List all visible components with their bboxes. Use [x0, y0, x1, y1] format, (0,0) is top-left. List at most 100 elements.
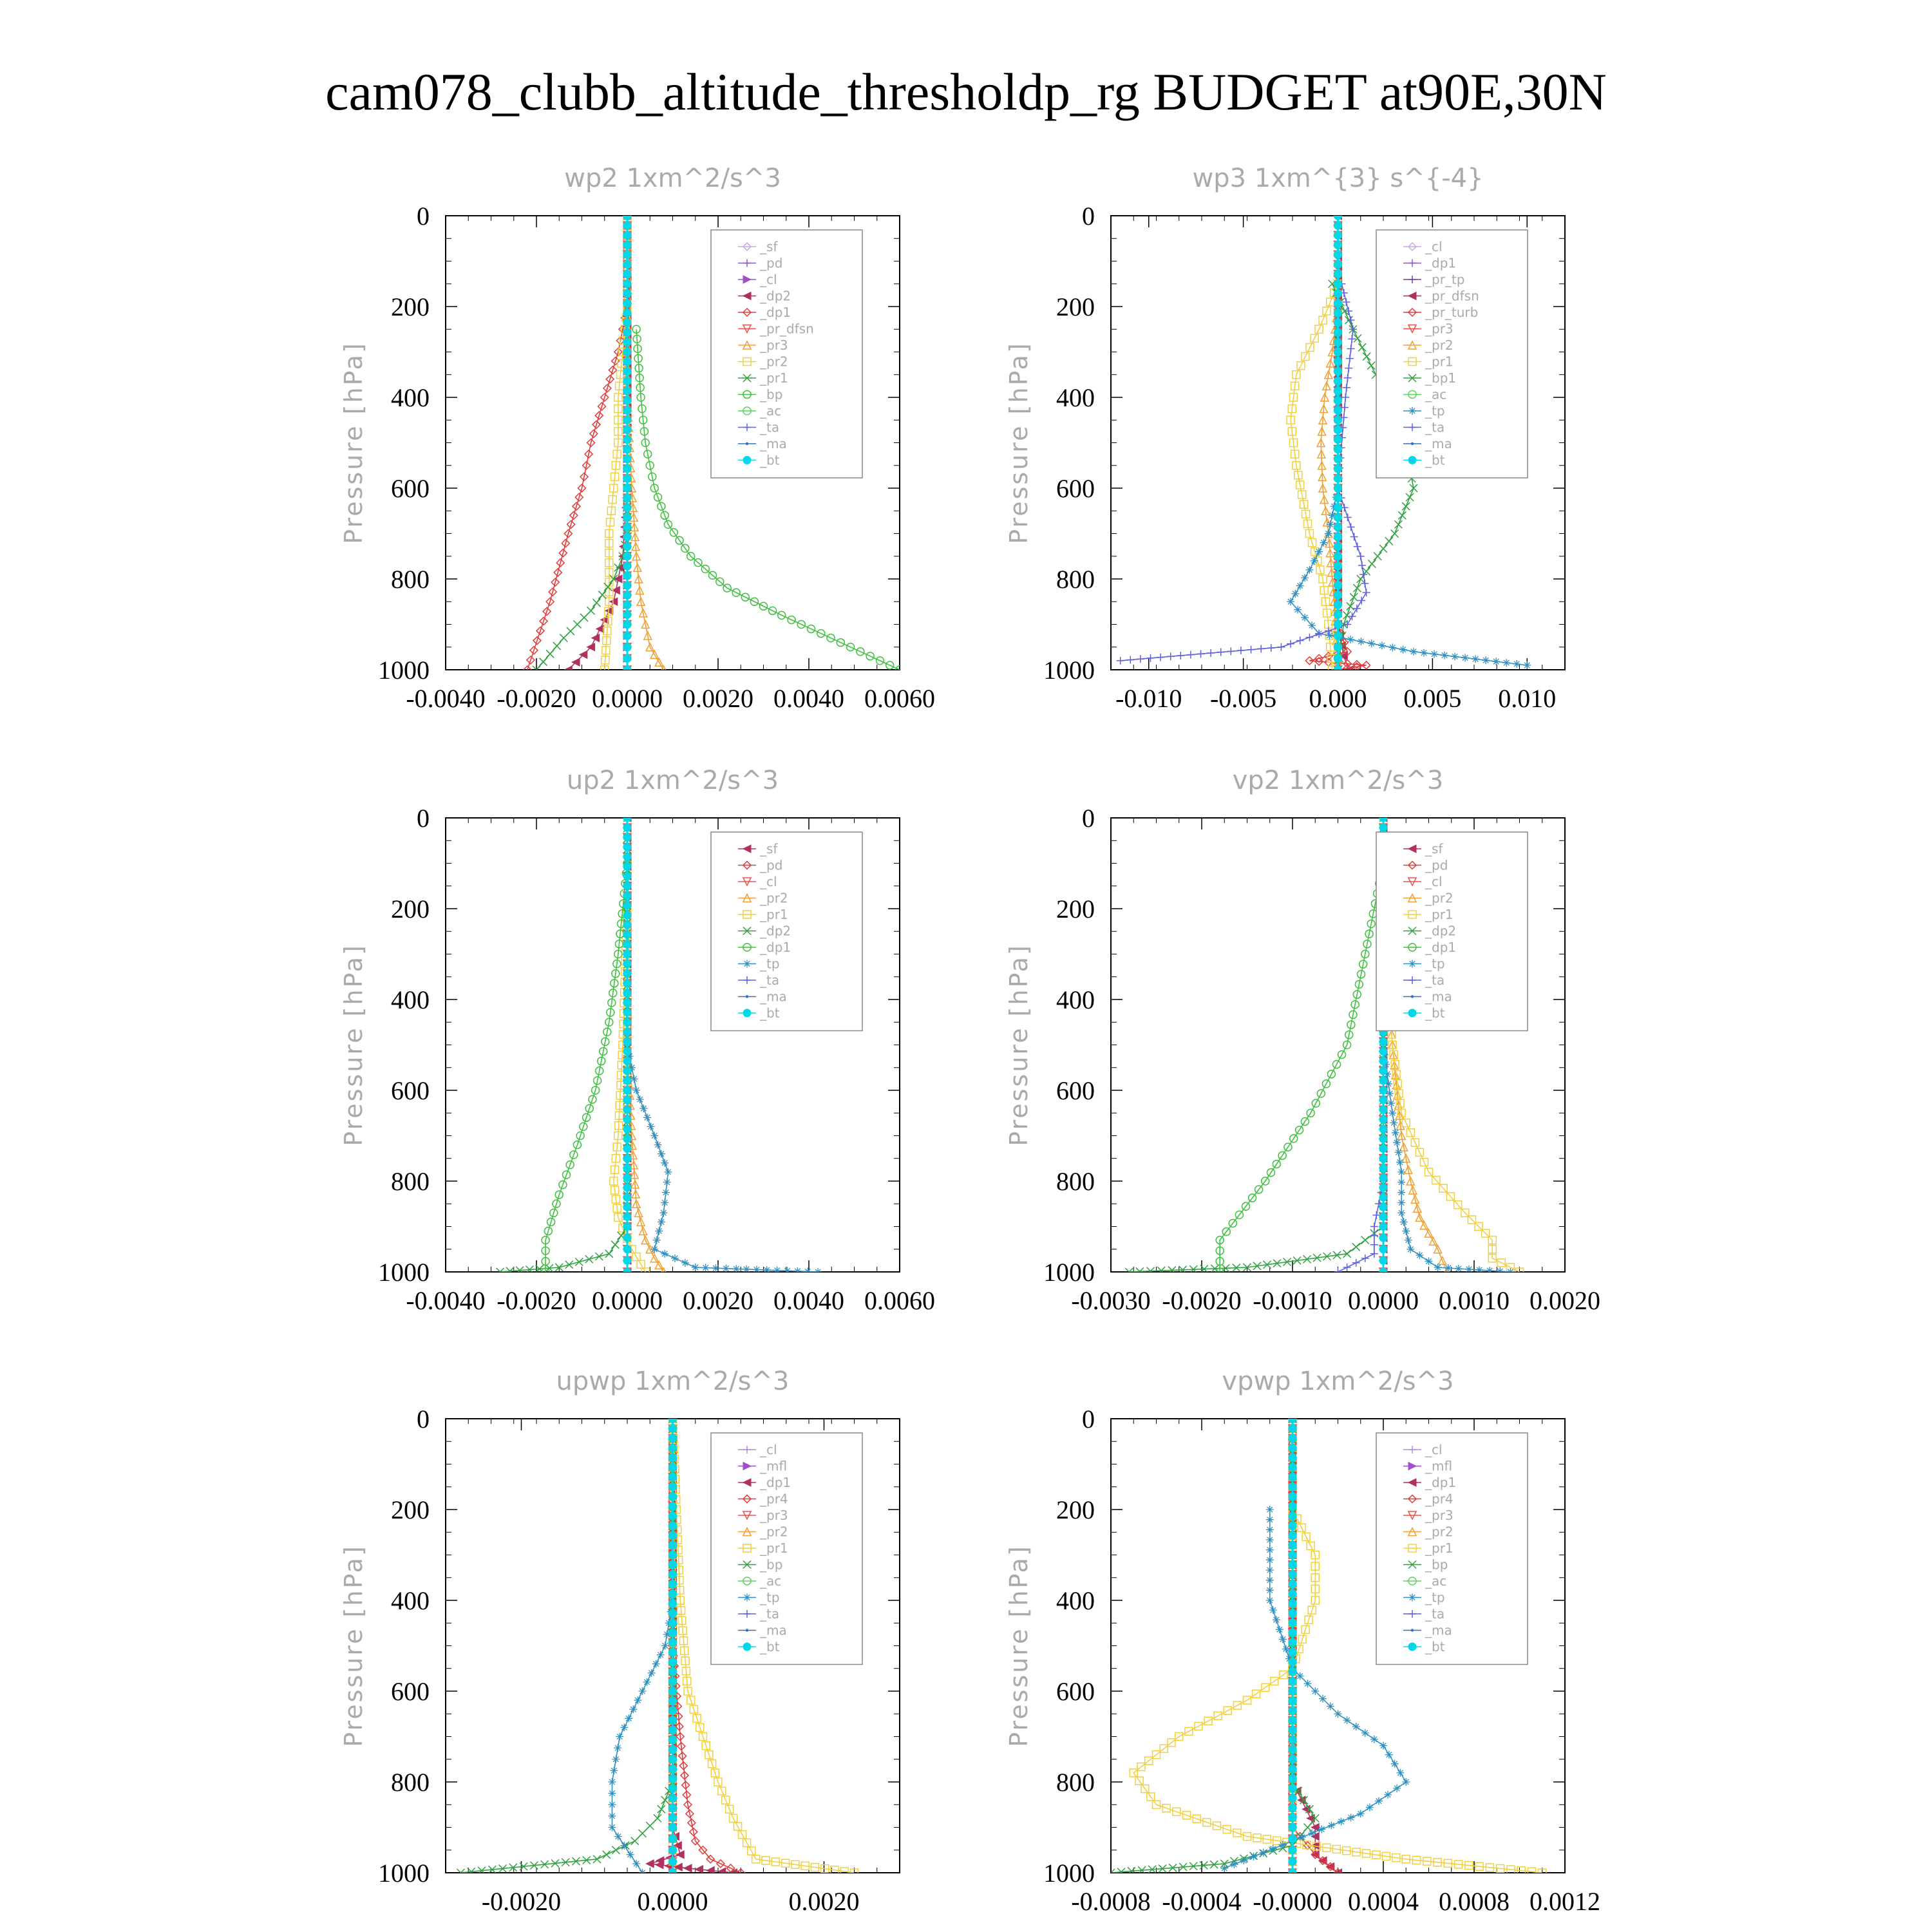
data-point [668, 1424, 677, 1433]
data-point [1393, 1079, 1402, 1088]
legend-marker [743, 1446, 751, 1454]
data-point [856, 647, 865, 656]
data-point [1207, 649, 1215, 657]
legend-label: _cl [1425, 1442, 1443, 1457]
legend-marker [1408, 407, 1416, 415]
data-point [1272, 1159, 1282, 1169]
data-point [623, 552, 632, 561]
data-point [1396, 1099, 1405, 1108]
legend-marker [743, 423, 751, 431]
data-point [623, 1076, 632, 1085]
data-point [1334, 522, 1342, 531]
data-point [1334, 503, 1342, 512]
data-point [694, 558, 703, 567]
y-tick-label: 800 [391, 1167, 430, 1196]
data-point [783, 1267, 791, 1272]
data-point [522, 665, 532, 670]
legend-box [1376, 229, 1528, 478]
data-point [1523, 661, 1531, 669]
data-point [1464, 1861, 1473, 1870]
data-point [1303, 1680, 1312, 1688]
data-point [1337, 1050, 1347, 1059]
data-point [594, 1252, 603, 1261]
data-point [638, 1687, 647, 1695]
data-point [1334, 279, 1342, 289]
data-point [1288, 1551, 1297, 1559]
data-point [580, 613, 589, 622]
legend-label: _tp [759, 1590, 780, 1605]
series-line [1292, 1419, 1339, 1873]
data-point [623, 357, 632, 366]
data-point [1318, 483, 1328, 493]
legend-marker [1408, 976, 1416, 984]
data-point [623, 1095, 632, 1104]
data-point [1481, 1229, 1490, 1238]
data-point [596, 1056, 606, 1066]
y-tick-label: 0 [417, 202, 430, 231]
legend-label: _bt [759, 453, 780, 468]
data-point [668, 1638, 677, 1647]
data-point [498, 1864, 507, 1873]
data-point [1325, 358, 1335, 368]
data-point [1288, 1736, 1297, 1745]
legend-label: _bt [1425, 1005, 1445, 1021]
data-point [549, 1208, 558, 1218]
legend-marker [1408, 910, 1417, 919]
data-point [1488, 1254, 1497, 1263]
data-point [623, 620, 632, 629]
data-point [1296, 636, 1304, 645]
data-point [1379, 1222, 1388, 1231]
data-point [571, 502, 582, 511]
data-point [610, 472, 620, 482]
data-point [668, 1677, 677, 1686]
series-bp [456, 1419, 677, 1873]
x-tick-label: 0.005 [1403, 684, 1461, 713]
data-point [1402, 1778, 1410, 1786]
data-point [1189, 1862, 1198, 1871]
series-tp [623, 1041, 822, 1272]
data-point [641, 438, 650, 448]
data-point [1349, 592, 1358, 601]
legend-marker [1408, 1642, 1417, 1651]
data-point [614, 404, 623, 413]
legend-marker [1408, 926, 1417, 936]
data-point [750, 597, 759, 606]
data-point [1485, 1863, 1495, 1872]
data-point [1319, 1694, 1327, 1703]
y-tick-label: 200 [391, 1495, 430, 1524]
legend-label: _tp [759, 956, 780, 972]
data-point [1320, 538, 1328, 547]
y-tick-label: 600 [391, 1677, 430, 1706]
data-point [623, 308, 632, 317]
data-point [1379, 1124, 1388, 1133]
data-point [1370, 1222, 1378, 1231]
data-point [576, 1131, 585, 1141]
data-point [558, 1180, 567, 1189]
data-point [1334, 367, 1342, 376]
legend-box [1376, 831, 1528, 1032]
data-point [635, 585, 645, 595]
legend-label: _ma [1425, 1623, 1452, 1638]
data-point [1288, 1716, 1297, 1725]
data-point [717, 1786, 726, 1795]
legend-marker [743, 390, 752, 399]
data-point [600, 615, 609, 625]
legend-label: _pr3 [759, 1508, 788, 1523]
data-point [647, 1122, 655, 1131]
data-point [1392, 1853, 1401, 1862]
legend-marker [1407, 893, 1417, 903]
data-point [1379, 1173, 1388, 1182]
data-point [623, 1212, 632, 1221]
data-point [1167, 1738, 1176, 1747]
data-point [1288, 1511, 1297, 1520]
data-point [1301, 509, 1311, 519]
data-point [1288, 1502, 1297, 1511]
data-point [611, 1846, 620, 1855]
data-point [623, 842, 632, 851]
data-point [603, 626, 612, 636]
data-point [846, 643, 855, 652]
data-point [638, 608, 648, 618]
data-point [643, 450, 652, 459]
panels: wp2 1xm^2/s^3 Pressure [hPa] 0 200 400 600 800… [339, 164, 1600, 1916]
data-point [614, 1832, 622, 1841]
